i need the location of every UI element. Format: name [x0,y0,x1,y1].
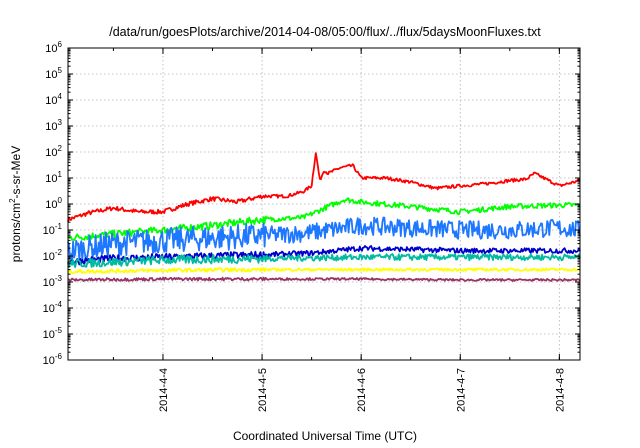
series-line-6 [67,266,581,275]
y-tick-label: 10-4 [43,300,63,315]
series-line-3 [67,216,581,263]
y-axis-label-sup: 2 [8,198,17,203]
y-tick-label: 10-1 [43,222,63,237]
y-tick-label: 100 [45,196,62,211]
y-tick-label: 104 [45,92,62,107]
y-axis-label-suffix: -s-sr-MeV [9,146,23,199]
y-tick-label: 10-5 [43,326,63,341]
series-layer [67,152,581,282]
y-tick-label: 10-3 [43,274,63,289]
series-line-5 [67,253,581,269]
y-tick-label: 10-2 [43,248,63,263]
y-tick-label: 105 [45,66,62,81]
grid [68,48,580,360]
y-tick-label: 103 [45,118,62,133]
x-axis-label: Coordinated Universal Time (UTC) [233,429,417,443]
y-axis-label: protons/cm2-s-sr-MeV [8,146,23,262]
y-tick-label: 101 [45,170,62,185]
chart-title: /data/run/goesPlots/archive/2014-04-08/0… [109,25,541,39]
series-line-1 [67,152,581,223]
series-line-7 [68,276,581,282]
y-tick-label: 102 [45,144,62,159]
x-axis: 2014-4-4 2014-4-5 2014-4-6 2014-4-7 2014-4-8 [112,48,566,412]
x-tick-label: 2014-4-8 [554,368,566,412]
x-tick-label: 2014-4-6 [356,368,368,412]
y-axis-label-prefix: protons/cm [9,203,23,262]
series-line-2 [67,197,581,242]
x-tick-label: 2014-4-7 [455,368,467,412]
y-axis: 10-6 10-5 10-4 10-3 10-2 10-1 100 101 102 103 104 1… [43,40,580,367]
x-tick-label: 2014-4-5 [257,368,269,412]
x-tick-label: 2014-4-4 [158,368,170,412]
y-tick-label: 10-6 [43,352,63,367]
y-tick-label: 106 [45,40,62,55]
